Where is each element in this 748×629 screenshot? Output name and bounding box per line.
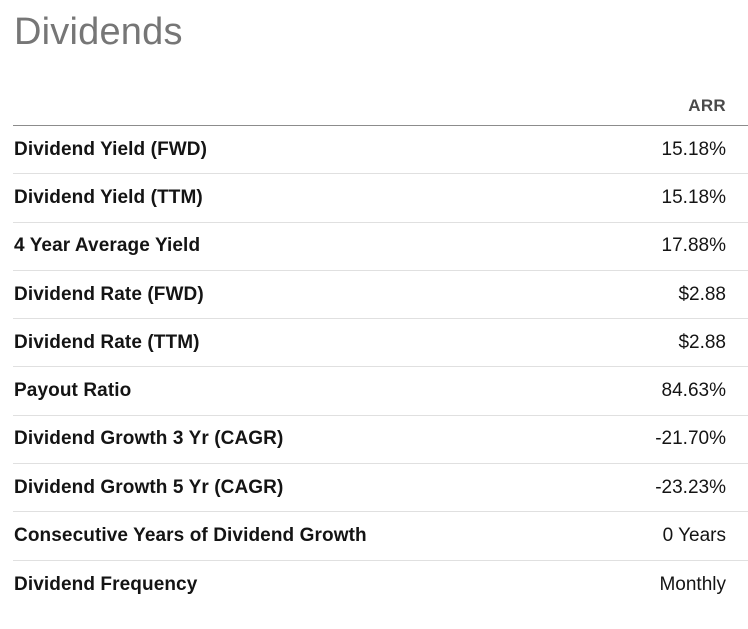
row-label: Dividend Rate (FWD) bbox=[14, 283, 204, 305]
dividends-table-body: Dividend Yield (FWD) 15.18% Dividend Yie… bbox=[13, 126, 748, 609]
table-row: Consecutive Years of Dividend Growth 0 Y… bbox=[13, 512, 748, 561]
row-value: $2.88 bbox=[678, 283, 726, 305]
row-label: Dividend Rate (TTM) bbox=[14, 331, 200, 353]
table-row: Dividend Growth 5 Yr (CAGR) -23.23% bbox=[13, 464, 748, 513]
table-row: Payout Ratio 84.63% bbox=[13, 367, 748, 416]
row-value: 0 Years bbox=[662, 525, 726, 547]
row-value: 15.18% bbox=[661, 186, 726, 208]
table-row: 4 Year Average Yield 17.88% bbox=[13, 223, 748, 271]
row-label: Dividend Frequency bbox=[14, 573, 198, 595]
column-header-ticker: ARR bbox=[688, 96, 726, 115]
row-value: $2.88 bbox=[678, 331, 726, 353]
row-value: -23.23% bbox=[655, 476, 726, 498]
table-row: Dividend Frequency Monthly bbox=[13, 561, 748, 609]
table-row: Dividend Rate (TTM) $2.88 bbox=[13, 319, 748, 368]
row-label: Payout Ratio bbox=[14, 380, 132, 402]
row-value: 84.63% bbox=[661, 380, 726, 402]
row-value: Monthly bbox=[659, 573, 726, 595]
row-value: 17.88% bbox=[661, 235, 726, 257]
dividends-section: Dividends ARR Dividend Yield (FWD) 15.18… bbox=[13, 9, 748, 609]
row-value: -21.70% bbox=[655, 428, 726, 450]
row-label: Dividend Growth 3 Yr (CAGR) bbox=[14, 428, 284, 450]
table-row: Dividend Growth 3 Yr (CAGR) -21.70% bbox=[13, 416, 748, 465]
row-label: Consecutive Years of Dividend Growth bbox=[14, 525, 367, 547]
row-label: Dividend Yield (FWD) bbox=[14, 138, 208, 160]
row-label: Dividend Growth 5 Yr (CAGR) bbox=[14, 476, 284, 498]
table-header-row: ARR bbox=[13, 56, 748, 126]
row-label: 4 Year Average Yield bbox=[14, 235, 201, 257]
table-row: Dividend Rate (FWD) $2.88 bbox=[13, 271, 748, 320]
row-value: 15.18% bbox=[661, 138, 726, 160]
table-row: Dividend Yield (FWD) 15.18% bbox=[13, 126, 748, 175]
table-row: Dividend Yield (TTM) 15.18% bbox=[13, 174, 748, 223]
row-label: Dividend Yield (TTM) bbox=[14, 186, 203, 208]
page-title: Dividends bbox=[14, 11, 183, 53]
